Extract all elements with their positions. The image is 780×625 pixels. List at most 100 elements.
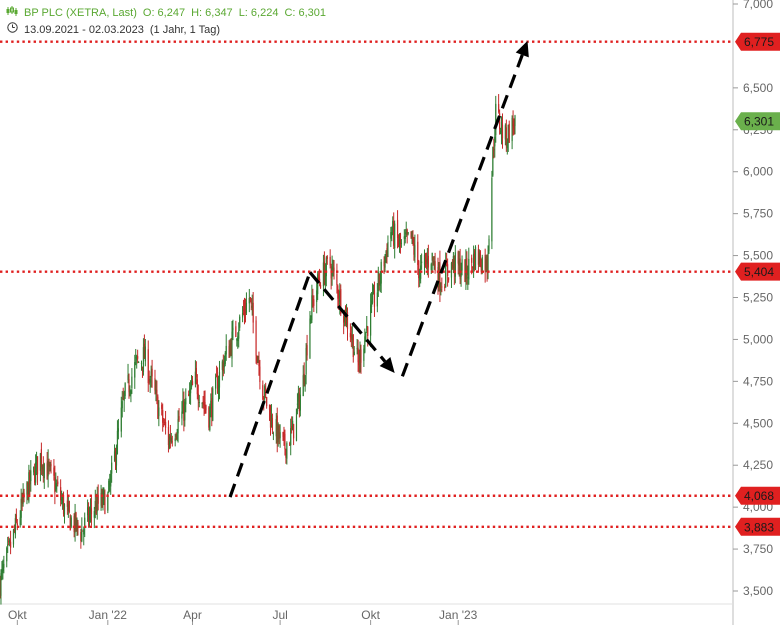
candle-body (385, 251, 387, 254)
candle-body (295, 408, 298, 441)
candle-body (257, 360, 259, 363)
candle-body (210, 400, 212, 409)
candle-body (217, 384, 220, 394)
candle-body (484, 254, 486, 272)
candle-body (364, 336, 366, 353)
candle-body (161, 404, 163, 409)
candle-body (86, 507, 89, 516)
candle-body (458, 260, 460, 266)
y-tick-label: 3,500 (743, 584, 773, 598)
candle-body (47, 460, 49, 477)
candle-body (276, 415, 278, 444)
y-tick-label: 5,500 (743, 249, 773, 263)
arrow-shaft (228, 271, 312, 498)
candle-body (7, 544, 9, 547)
candle-body (399, 233, 402, 244)
candle-body (439, 262, 441, 291)
arrow-down-mid (308, 271, 395, 373)
candle-body (396, 219, 399, 238)
candle-body (264, 386, 266, 399)
candle-body (317, 274, 319, 295)
candle-body (124, 383, 126, 396)
candle-body (181, 411, 183, 419)
candle-body (488, 238, 490, 251)
candle-body (177, 419, 179, 434)
y-tick-label: 5,250 (743, 291, 773, 305)
candle-body (221, 361, 223, 370)
candle-body (70, 517, 72, 527)
candle-body (154, 378, 156, 391)
candle-body (498, 113, 501, 129)
candle-body (77, 522, 79, 529)
candle-body (215, 376, 217, 389)
candle-body (155, 389, 157, 394)
candle-body (485, 256, 487, 270)
instrument-name: BP PLC (XETRA, Last) (24, 7, 137, 19)
candle-body (414, 245, 416, 258)
candle-body (151, 368, 153, 377)
candle-body (115, 451, 118, 466)
candle-body (82, 530, 84, 532)
candle-body (486, 259, 488, 272)
candle-body (109, 483, 111, 485)
candle-body (239, 316, 241, 328)
x-tick-label: Jan '22 (89, 608, 128, 622)
candle-body (22, 491, 24, 504)
candle-body (275, 419, 277, 437)
candle-body (36, 456, 39, 475)
candle-body (157, 396, 159, 419)
y-tick-label: 4,500 (743, 416, 773, 430)
candle-body (371, 293, 374, 303)
candle-body (2, 564, 4, 572)
arrow-head (515, 40, 529, 58)
candle-body (29, 471, 31, 485)
candle-body (167, 427, 170, 445)
candle-body (0, 573, 2, 596)
candle-body (128, 379, 130, 393)
candle-body (404, 235, 406, 239)
candle-body (511, 118, 513, 142)
arrow-shaft (308, 271, 387, 363)
candle-body (427, 255, 429, 268)
candle-body (21, 498, 23, 503)
candle-body (19, 517, 21, 525)
candle-body (345, 315, 348, 326)
candle-body (473, 251, 476, 270)
candle-body (249, 297, 251, 299)
candle-body (410, 231, 412, 238)
candle-body (191, 381, 194, 386)
candle-body (0, 579, 1, 597)
candle-body (407, 232, 409, 234)
candle-body (512, 120, 514, 127)
candle-body (42, 464, 44, 475)
candle-body (425, 260, 428, 263)
candle-body (454, 252, 456, 277)
candle-body (346, 312, 349, 330)
candle-body (500, 121, 503, 135)
candle-body (121, 401, 123, 409)
candle-body (473, 253, 475, 270)
arrow-up-left (228, 271, 312, 498)
candle-body (90, 508, 93, 515)
candle-body (289, 442, 291, 446)
candle-body (163, 423, 165, 425)
candle-body (465, 259, 467, 280)
candle-body (479, 251, 481, 266)
candle-body (33, 466, 35, 473)
candle-body (477, 249, 480, 265)
candle-body (137, 356, 139, 359)
candle-body (215, 375, 218, 378)
candle-body (108, 480, 110, 492)
candle-body (302, 375, 304, 397)
candle-body (95, 503, 97, 514)
candle-body (69, 515, 71, 531)
candle-body (279, 432, 281, 439)
candle-body (113, 451, 116, 461)
candle-body (232, 327, 234, 331)
candle-body (224, 353, 226, 365)
x-tick-label: Okt (8, 608, 27, 622)
candle-body (169, 435, 171, 441)
candle-body (143, 343, 145, 359)
candle-body (394, 223, 396, 249)
